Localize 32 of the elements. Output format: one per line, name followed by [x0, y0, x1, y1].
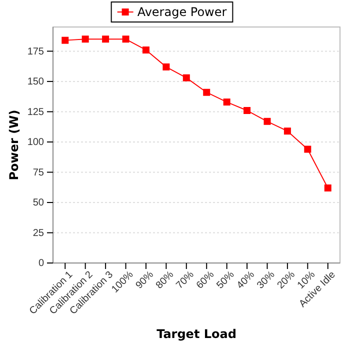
point	[142, 46, 150, 54]
x-tick-label: 70%	[174, 269, 196, 292]
point	[264, 118, 271, 125]
y-tick-label: 175	[27, 46, 44, 58]
legend-label: Average Power	[137, 5, 227, 19]
x-tick-label: 80%	[154, 269, 176, 292]
point	[244, 107, 251, 114]
y-tick-label: 100	[27, 137, 44, 148]
point	[304, 146, 312, 153]
y-tick-label: 125	[27, 106, 44, 118]
x-tick-label: 40%	[234, 269, 258, 292]
x-tick-label: 50%	[214, 269, 237, 292]
point	[284, 128, 291, 135]
y-tick-label: 50	[32, 198, 44, 209]
point	[223, 98, 230, 106]
point	[182, 74, 190, 82]
y-tick-label: 150	[27, 76, 44, 88]
x-tick-label: 30%	[255, 269, 278, 292]
y-axis-title: Power (W)	[7, 110, 21, 180]
point	[82, 36, 89, 43]
point	[203, 88, 210, 96]
point	[62, 36, 69, 44]
point	[162, 63, 170, 70]
y-tick-label: 75	[32, 167, 44, 178]
x-tick-label: 90%	[134, 269, 156, 292]
point	[122, 36, 130, 43]
point	[102, 36, 110, 43]
x-axis-title: Target Load	[156, 327, 236, 341]
x-tick-label: 60%	[194, 269, 217, 292]
y-tick-label: 25	[32, 228, 44, 239]
y-tick-label: 0	[38, 258, 44, 270]
point	[324, 184, 332, 192]
